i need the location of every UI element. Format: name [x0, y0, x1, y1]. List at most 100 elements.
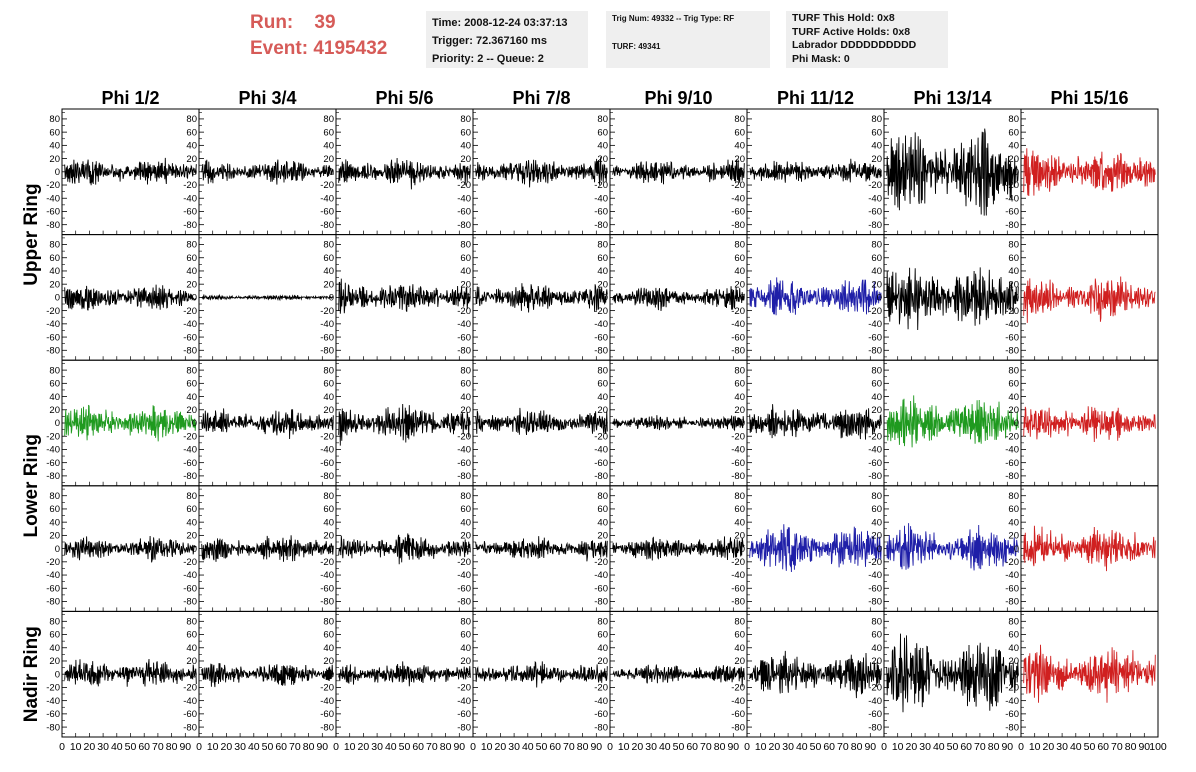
y-tick-label: -80	[1005, 345, 1019, 356]
waveform-trace	[338, 157, 471, 190]
y-tick-label: 0	[55, 167, 60, 178]
x-tick-label: 10	[618, 741, 630, 753]
y-tick-label: -40	[868, 570, 882, 581]
y-tick-label: 20	[49, 405, 60, 416]
y-tick-label: 0	[740, 544, 745, 555]
y-tick-label: -80	[731, 471, 745, 482]
y-tick-label: 20	[871, 405, 882, 416]
waveform-panel: -80 -60 -40 -20 0 20 40 60 80	[320, 359, 474, 487]
y-tick-label: 20	[871, 531, 882, 542]
y-tick-label: -60	[183, 458, 197, 469]
y-tick-label: 40	[1008, 643, 1019, 654]
x-tick-label: 90	[864, 741, 876, 753]
run-line: Run: 39	[250, 10, 420, 36]
y-tick-label: 80	[49, 617, 60, 628]
waveform-trace	[475, 536, 608, 562]
y-tick-label: 80	[734, 617, 745, 628]
x-tick-label: 90	[316, 741, 328, 753]
y-tick-label: -20	[183, 557, 197, 568]
waveform-panel: -80 -60 -40 -20 0 20 40 60 80	[594, 359, 748, 487]
y-tick-label: -60	[1005, 583, 1019, 594]
y-tick-label: 80	[460, 240, 471, 251]
y-tick-label: -80	[594, 471, 608, 482]
y-tick-label: 0	[603, 293, 608, 304]
y-tick-label: -20	[457, 683, 471, 694]
x-tick-label: 0	[470, 741, 476, 753]
turf-info-box: TURF This Hold: 0x8 TURF Active Holds: 0…	[786, 11, 948, 68]
y-tick-label: 60	[1008, 379, 1019, 390]
y-tick-label: -40	[457, 696, 471, 707]
x-tick-label: 10	[344, 741, 356, 753]
y-tick-label: -80	[868, 471, 882, 482]
waveform-trace	[612, 415, 745, 432]
turf-active-holds-text: TURF Active Holds: 0x8	[792, 25, 911, 38]
y-tick-label: 0	[55, 544, 60, 555]
y-tick-label: 0	[877, 293, 882, 304]
y-tick-label: -80	[320, 597, 334, 608]
y-tick-label: -20	[457, 557, 471, 568]
y-tick-label: -60	[731, 332, 745, 343]
y-tick-label: 20	[597, 154, 608, 165]
y-tick-label: 20	[49, 656, 60, 667]
y-tick-label: 80	[186, 365, 197, 376]
y-tick-label: -20	[1005, 431, 1019, 442]
y-tick-label: -80	[457, 345, 471, 356]
x-tick-label: 80	[988, 741, 1000, 753]
y-tick-label: -80	[457, 722, 471, 733]
waveform-panel: -80 -60 -40 -20 0 20 40 60 80	[731, 234, 885, 361]
x-tick-label: 60	[138, 741, 150, 753]
waveform-trace	[749, 277, 882, 316]
y-tick-label: 60	[1008, 253, 1019, 264]
y-tick-label: -80	[46, 220, 60, 231]
x-tick-label: 40	[248, 741, 260, 753]
waveform-panel: -80 -60 -40 -20 0 20 40 60 80	[731, 359, 885, 487]
waveform-trace	[64, 157, 197, 186]
y-tick-label: 20	[1008, 531, 1019, 542]
x-tick-label: 30	[1056, 741, 1068, 753]
y-tick-label: 20	[49, 279, 60, 290]
waveform-trace	[1023, 148, 1156, 197]
y-tick-label: 40	[49, 517, 60, 528]
y-tick-label: -20	[46, 180, 60, 191]
y-tick-label: 40	[323, 392, 334, 403]
y-tick-label: 20	[49, 154, 60, 165]
y-tick-label: -20	[46, 431, 60, 442]
x-tick-label: 10	[481, 741, 493, 753]
waveform-trace	[475, 283, 608, 313]
y-tick-label: 60	[734, 379, 745, 390]
y-tick-label: 40	[460, 517, 471, 528]
y-tick-label: -40	[868, 445, 882, 456]
waveform-trace	[749, 158, 882, 183]
y-tick-label: -40	[46, 319, 60, 330]
y-tick-label: -20	[1005, 180, 1019, 191]
y-tick-label: 80	[597, 617, 608, 628]
y-tick-label: 40	[871, 266, 882, 277]
y-tick-label: 80	[323, 617, 334, 628]
y-tick-label: 80	[871, 365, 882, 376]
y-tick-label: 0	[466, 418, 471, 429]
y-tick-label: 40	[460, 392, 471, 403]
waveform-panel: -80 -60 -40 -20 0 20 40 60 80	[320, 108, 474, 236]
y-tick-label: 40	[323, 141, 334, 152]
y-tick-label: 60	[186, 379, 197, 390]
y-tick-label: -40	[594, 319, 608, 330]
y-tick-label: 40	[734, 643, 745, 654]
y-tick-label: 80	[460, 365, 471, 376]
y-tick-label: 0	[1014, 418, 1019, 429]
y-tick-label: -60	[594, 709, 608, 720]
x-tick-label: 80	[303, 741, 315, 753]
y-tick-label: 60	[460, 504, 471, 515]
waveform-trace	[475, 660, 608, 688]
y-tick-label: -40	[1005, 445, 1019, 456]
y-tick-label: -40	[46, 193, 60, 204]
waveform-panel: -80 -60 -40 -20 0 20 40 60 80	[457, 610, 611, 738]
y-tick-label: 60	[460, 127, 471, 138]
y-tick-label: 80	[460, 114, 471, 125]
waveform-panel: -80 -60 -40 -20 0 20 40 60 80	[1005, 485, 1159, 612]
y-tick-label: -80	[731, 722, 745, 733]
y-tick-label: -60	[320, 332, 334, 343]
y-tick-label: 80	[1008, 365, 1019, 376]
y-tick-label: 0	[1014, 544, 1019, 555]
waveform-trace	[201, 535, 334, 562]
x-tick-label: 50	[399, 741, 411, 753]
